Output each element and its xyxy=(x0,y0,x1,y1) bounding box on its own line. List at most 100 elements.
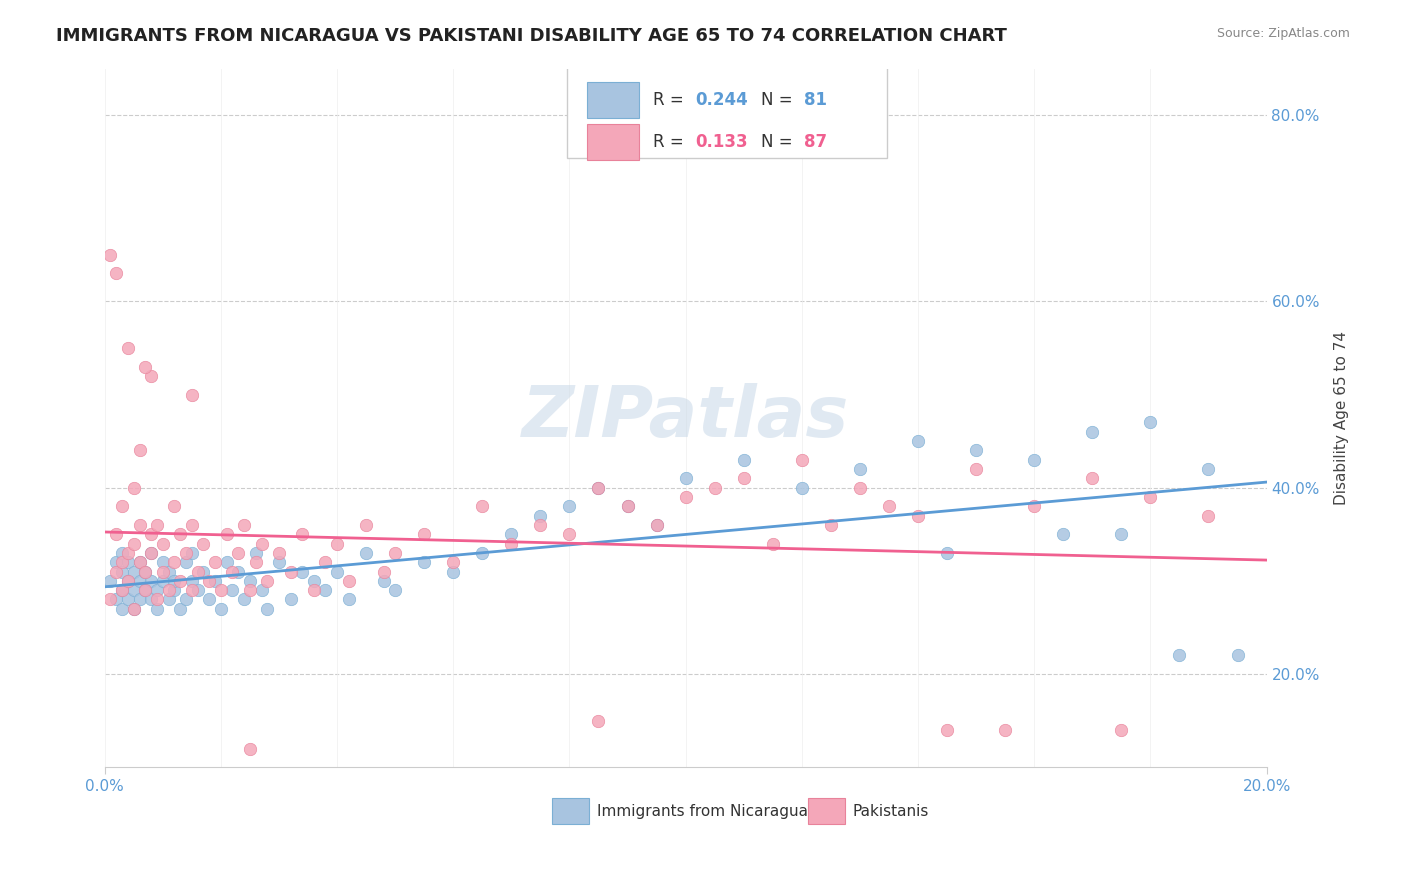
FancyBboxPatch shape xyxy=(586,124,640,160)
Point xyxy=(733,471,755,485)
Point xyxy=(141,546,163,560)
Point xyxy=(501,536,523,550)
Point xyxy=(157,592,180,607)
Text: 87: 87 xyxy=(804,133,827,151)
Point xyxy=(441,555,464,569)
Point xyxy=(100,574,122,588)
Point xyxy=(529,518,551,533)
Point xyxy=(122,481,145,495)
Point xyxy=(337,574,360,588)
Point xyxy=(1198,508,1220,523)
Point xyxy=(174,592,197,607)
Text: R =: R = xyxy=(654,133,689,151)
Point xyxy=(111,583,134,598)
Point xyxy=(198,574,221,588)
Point xyxy=(280,592,302,607)
Point xyxy=(413,555,436,569)
Point xyxy=(180,546,202,560)
Point xyxy=(117,341,139,355)
Point xyxy=(105,565,128,579)
Point xyxy=(302,574,325,588)
Point xyxy=(209,583,232,598)
FancyBboxPatch shape xyxy=(586,82,640,118)
Point xyxy=(180,583,202,598)
Point xyxy=(117,574,139,588)
Point xyxy=(100,592,122,607)
Point xyxy=(128,555,150,569)
Point xyxy=(616,500,638,514)
Point xyxy=(146,583,169,598)
Point xyxy=(280,565,302,579)
Point xyxy=(645,518,668,533)
Point xyxy=(314,555,336,569)
Point xyxy=(267,555,290,569)
Point xyxy=(733,452,755,467)
Point xyxy=(180,574,202,588)
FancyBboxPatch shape xyxy=(567,62,887,158)
Point xyxy=(122,536,145,550)
Point xyxy=(1139,490,1161,504)
Point xyxy=(994,723,1017,737)
Text: N =: N = xyxy=(761,91,799,109)
Point xyxy=(209,602,232,616)
Point xyxy=(965,443,987,458)
Point xyxy=(122,602,145,616)
Point xyxy=(1139,416,1161,430)
Point xyxy=(471,500,494,514)
Y-axis label: Disability Age 65 to 74: Disability Age 65 to 74 xyxy=(1334,331,1348,505)
Text: R =: R = xyxy=(654,91,689,109)
Point xyxy=(141,546,163,560)
Text: Immigrants from Nicaragua: Immigrants from Nicaragua xyxy=(598,804,808,819)
Point xyxy=(198,592,221,607)
Point xyxy=(250,536,273,550)
Point xyxy=(163,583,186,598)
Point xyxy=(117,574,139,588)
Point xyxy=(111,583,134,598)
Point xyxy=(354,518,377,533)
Point xyxy=(105,555,128,569)
Point xyxy=(245,555,267,569)
Point xyxy=(501,527,523,541)
Point xyxy=(204,574,226,588)
Point xyxy=(441,565,464,579)
Point xyxy=(193,536,215,550)
Point xyxy=(936,723,959,737)
Point xyxy=(1168,648,1191,663)
Point xyxy=(645,518,668,533)
Point xyxy=(849,462,872,476)
Point xyxy=(141,527,163,541)
Point xyxy=(134,565,156,579)
Point xyxy=(128,443,150,458)
Point xyxy=(111,602,134,616)
Point xyxy=(373,574,395,588)
Text: ZIPatlas: ZIPatlas xyxy=(522,384,849,452)
Point xyxy=(675,490,697,504)
Text: N =: N = xyxy=(761,133,799,151)
Point xyxy=(169,602,191,616)
Point xyxy=(152,555,174,569)
Point xyxy=(558,500,581,514)
Point xyxy=(180,387,202,401)
Point xyxy=(117,546,139,560)
Point xyxy=(907,434,929,449)
Point xyxy=(239,574,262,588)
Point xyxy=(302,583,325,598)
Point xyxy=(250,583,273,598)
Point xyxy=(233,518,256,533)
Point xyxy=(152,536,174,550)
Point xyxy=(134,583,156,598)
Point xyxy=(256,574,278,588)
Point xyxy=(134,565,156,579)
Point xyxy=(239,741,262,756)
Point xyxy=(314,583,336,598)
Point xyxy=(558,527,581,541)
Point xyxy=(111,555,134,569)
Point xyxy=(141,574,163,588)
Point xyxy=(215,527,238,541)
FancyBboxPatch shape xyxy=(807,798,845,824)
Point xyxy=(291,527,314,541)
Point xyxy=(163,555,186,569)
Point xyxy=(1198,462,1220,476)
Text: Pakistanis: Pakistanis xyxy=(853,804,929,819)
Point xyxy=(187,565,209,579)
